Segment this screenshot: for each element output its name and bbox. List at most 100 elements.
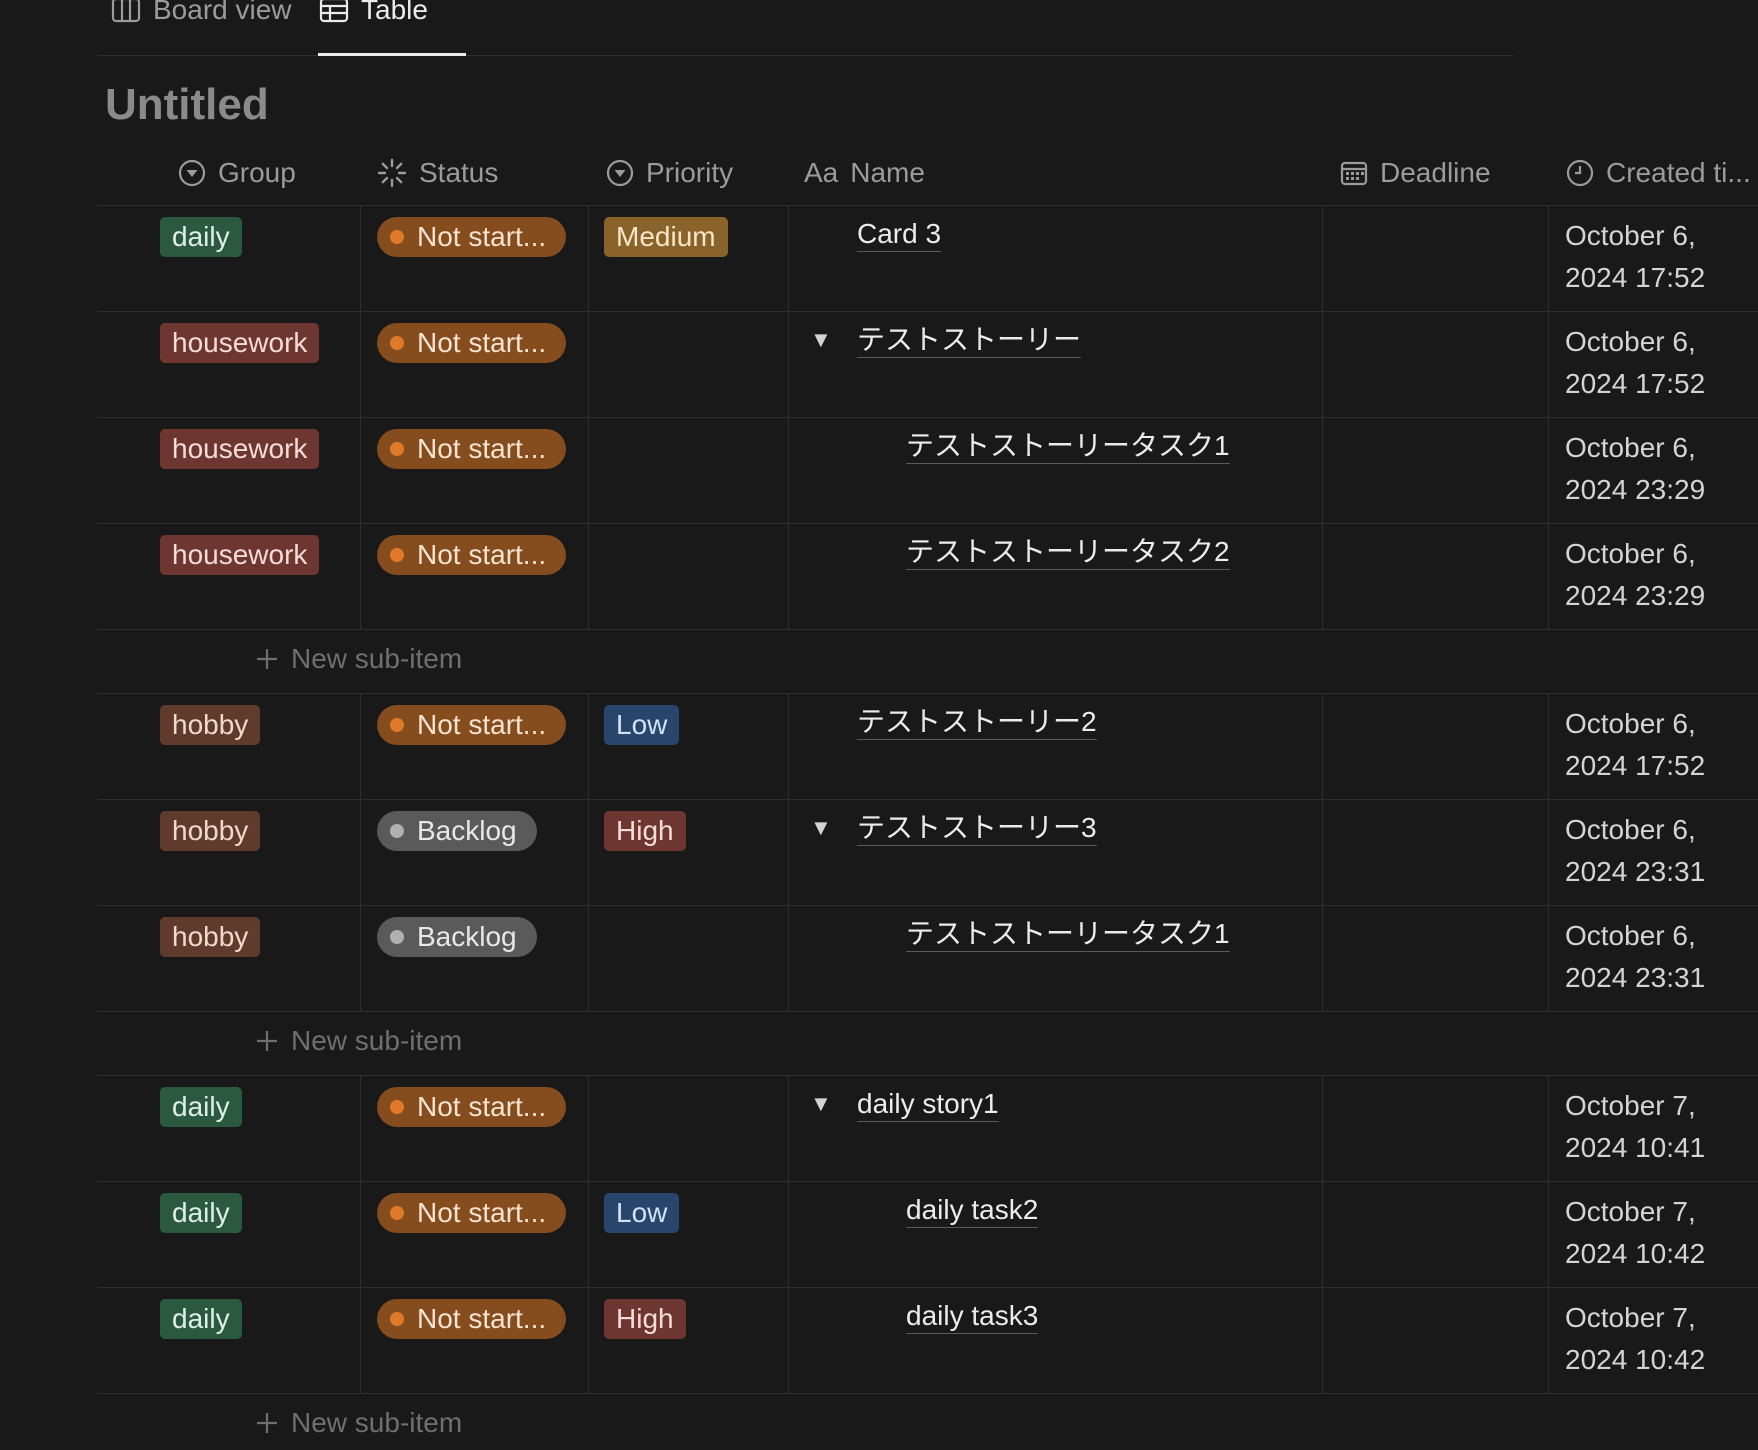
- calendar-icon: [1340, 161, 1368, 186]
- group-tag[interactable]: housework: [160, 429, 320, 469]
- column-divider: [1322, 693, 1323, 799]
- page-title[interactable]: Untitled: [105, 80, 269, 129]
- row-divider: [97, 1287, 1758, 1288]
- group-tag[interactable]: hobby: [160, 811, 261, 851]
- table-icon: [319, 0, 349, 22]
- expand-toggle-icon[interactable]: ▼: [810, 1091, 832, 1116]
- column-divider: [788, 1075, 789, 1181]
- status-badge[interactable]: Not start...: [377, 1299, 567, 1339]
- column-divider: [1548, 1287, 1549, 1393]
- column-divider: [1548, 205, 1549, 311]
- row-name-link[interactable]: Card 3: [857, 217, 942, 252]
- row-name-link[interactable]: テストストーリー: [857, 323, 1082, 358]
- priority-tag[interactable]: High: [604, 811, 686, 851]
- status-badge[interactable]: Not start...: [377, 1193, 567, 1233]
- new-sub-item-label: New sub-item: [291, 1407, 463, 1438]
- group-tag[interactable]: daily: [160, 217, 242, 257]
- expand-toggle-icon[interactable]: ▼: [810, 327, 832, 352]
- column-divider: [588, 523, 589, 629]
- header-row-divider: [97, 205, 1758, 206]
- column-divider: [788, 1181, 789, 1287]
- tab-table-label: Table: [361, 0, 428, 25]
- row-divider: [97, 693, 1758, 694]
- column-header-status[interactable]: Status: [377, 148, 498, 198]
- row-name-link[interactable]: テストストーリータスク2: [906, 535, 1230, 570]
- row-name-link[interactable]: daily story1: [857, 1087, 999, 1122]
- row-divider: [97, 523, 1758, 524]
- expand-toggle-icon[interactable]: ▼: [810, 815, 832, 840]
- tab-table[interactable]: Table: [319, 0, 428, 37]
- row-divider: [97, 1075, 1758, 1076]
- created-time-value: October 6, 2024 23:29: [1565, 432, 1706, 505]
- column-header-deadline[interactable]: Deadline: [1340, 148, 1491, 198]
- plus-icon: [257, 649, 277, 669]
- new-sub-item-button[interactable]: New sub-item: [255, 643, 462, 675]
- title-property-icon: Aa: [804, 157, 839, 188]
- row-name-link[interactable]: テストストーリー2: [857, 705, 1097, 740]
- column-divider: [1322, 417, 1323, 523]
- status-badge[interactable]: Not start...: [377, 705, 567, 745]
- row-divider: [97, 1011, 1758, 1012]
- column-header-name[interactable]: Aa Name: [804, 148, 925, 198]
- column-header-created-time[interactable]: Created ti...: [1566, 148, 1751, 198]
- column-divider: [1548, 905, 1549, 1011]
- column-header-group[interactable]: Group: [178, 148, 296, 198]
- column-divider: [1322, 905, 1323, 1011]
- new-sub-item-button[interactable]: New sub-item: [255, 1407, 462, 1439]
- tab-board-view[interactable]: Board view: [111, 0, 292, 37]
- priority-tag[interactable]: Low: [604, 1193, 680, 1233]
- created-time-value: October 7, 2024 10:42: [1565, 1196, 1706, 1269]
- plus-icon: [257, 1031, 277, 1051]
- row-divider: [97, 311, 1758, 312]
- column-divider: [360, 799, 361, 905]
- created-time-value: October 6, 2024 17:52: [1565, 220, 1706, 293]
- column-divider: [360, 523, 361, 629]
- row-name-link[interactable]: テストストーリータスク1: [906, 917, 1230, 952]
- row-name-link[interactable]: daily task3: [906, 1299, 1039, 1334]
- column-divider: [1548, 417, 1549, 523]
- row-name-link[interactable]: テストストーリー3: [857, 811, 1097, 846]
- row-name-link[interactable]: テストストーリータスク1: [906, 429, 1230, 464]
- column-divider: [588, 1181, 589, 1287]
- created-time-value: October 6, 2024 23:29: [1565, 538, 1706, 611]
- priority-tag[interactable]: Low: [604, 705, 680, 745]
- view-tabs: Board view Table: [97, 0, 1513, 56]
- status-badge[interactable]: Not start...: [377, 535, 567, 575]
- group-tag[interactable]: hobby: [160, 917, 261, 957]
- column-header-status-label: Status: [419, 157, 499, 188]
- group-tag[interactable]: hobby: [160, 705, 261, 745]
- row-divider: [97, 799, 1758, 800]
- status-badge[interactable]: Backlog: [377, 811, 537, 851]
- status-badge[interactable]: Not start...: [377, 217, 567, 257]
- column-divider: [1322, 205, 1323, 311]
- column-header-deadline-label: Deadline: [1380, 157, 1491, 188]
- column-divider: [1548, 1181, 1549, 1287]
- group-tag[interactable]: daily: [160, 1087, 242, 1127]
- status-badge[interactable]: Not start...: [377, 323, 567, 363]
- priority-tag[interactable]: High: [604, 1299, 686, 1339]
- new-sub-item-label: New sub-item: [291, 643, 463, 674]
- group-tag[interactable]: daily: [160, 1299, 242, 1339]
- status-badge[interactable]: Backlog: [377, 917, 537, 957]
- group-tag[interactable]: housework: [160, 323, 320, 363]
- status-badge[interactable]: Not start...: [377, 429, 567, 469]
- row-divider: [97, 1393, 1758, 1394]
- status-badge[interactable]: Not start...: [377, 1087, 567, 1127]
- row-divider: [97, 629, 1758, 630]
- column-divider: [1322, 799, 1323, 905]
- column-divider: [588, 205, 589, 311]
- priority-tag[interactable]: Medium: [604, 217, 728, 257]
- row-name-link[interactable]: daily task2: [906, 1193, 1039, 1228]
- group-tag[interactable]: daily: [160, 1193, 242, 1233]
- group-tag[interactable]: housework: [160, 535, 320, 575]
- column-divider: [360, 1287, 361, 1393]
- select-property-icon: [178, 159, 206, 187]
- column-divider: [788, 417, 789, 523]
- column-divider: [360, 1181, 361, 1287]
- column-divider: [788, 799, 789, 905]
- created-time-value: October 7, 2024 10:42: [1565, 1302, 1706, 1375]
- new-sub-item-label: New sub-item: [291, 1025, 463, 1056]
- new-sub-item-button[interactable]: New sub-item: [255, 1025, 462, 1057]
- column-header-priority[interactable]: Priority: [606, 148, 733, 198]
- row-divider: [97, 905, 1758, 906]
